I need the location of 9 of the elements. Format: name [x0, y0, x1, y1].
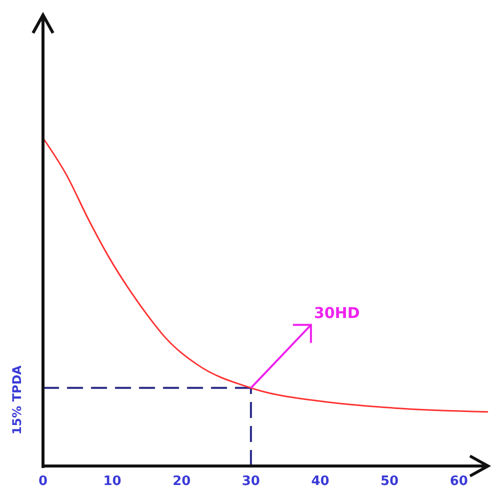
x-tick-label: 10	[103, 474, 122, 488]
y-axis-title: 15% TPDA	[10, 364, 24, 435]
x-tick-label: 30	[242, 474, 260, 488]
x-tick-label: 40	[311, 474, 330, 488]
x-tick-label: 50	[380, 474, 399, 488]
annotation: 30HD	[314, 304, 360, 322]
x-tick-label: 0	[38, 474, 48, 488]
x-tick-label: 60	[450, 474, 468, 488]
x-tick-label: 20	[172, 474, 191, 488]
